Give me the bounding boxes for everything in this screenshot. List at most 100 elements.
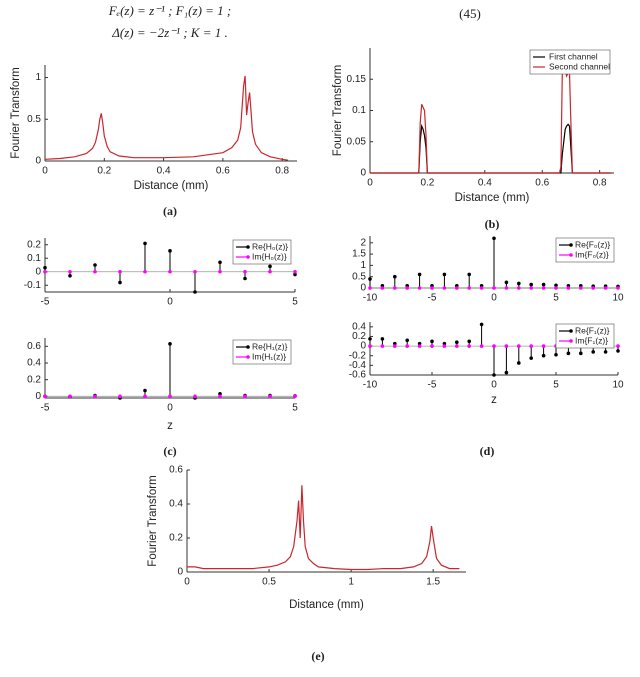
y-tick-label: 0 xyxy=(177,567,183,578)
x-axis-label: Distance (mm) xyxy=(455,192,530,204)
legend-label: First channel xyxy=(549,51,598,61)
x-axis-label: Distance (mm) xyxy=(134,180,209,192)
stem-marker xyxy=(430,286,434,290)
stem-marker xyxy=(168,342,172,346)
stem-marker xyxy=(492,286,496,290)
stem-marker xyxy=(504,286,509,290)
x-tick-label: 1.5 xyxy=(426,577,440,588)
stem-marker xyxy=(168,394,172,399)
x-tick-label: 0.2 xyxy=(420,178,434,189)
y-tick-label: 2 xyxy=(360,237,366,248)
stem-marker xyxy=(442,344,447,348)
stem-marker xyxy=(455,286,459,290)
stem-marker xyxy=(193,394,197,399)
stem-marker xyxy=(492,236,496,241)
y-axis-label: Fourier Transform xyxy=(332,65,344,156)
y-tick-label: 0 xyxy=(360,168,366,179)
y-tick-label: 1.5 xyxy=(352,249,366,260)
stem-marker xyxy=(368,277,372,281)
y-tick-label: 0.5 xyxy=(27,114,41,125)
stem-marker xyxy=(405,338,410,343)
stem-marker xyxy=(467,339,472,344)
y-tick-label: 0.4 xyxy=(27,358,41,369)
stem-marker xyxy=(541,344,546,348)
stem-marker xyxy=(554,286,558,290)
stem-marker xyxy=(566,286,571,290)
panel-label: (a) xyxy=(163,204,177,218)
stem-marker xyxy=(93,263,97,267)
y-axis-label: Fourier Transform xyxy=(147,475,159,566)
data-line xyxy=(44,75,289,161)
stem-marker xyxy=(455,340,459,345)
y-axis-label: Fourier Transform xyxy=(10,67,22,158)
stem-marker xyxy=(430,344,434,348)
stem-marker xyxy=(218,394,222,399)
x-tick-label: 5 xyxy=(553,380,559,391)
stem-marker xyxy=(504,370,509,375)
stem-marker xyxy=(579,286,583,290)
equation-number: (45) xyxy=(459,6,481,21)
legend-label: Im{H₁(z)} xyxy=(252,351,286,361)
y-tick-label: 0 xyxy=(360,283,366,294)
legend-marker xyxy=(246,355,250,359)
x-tick-label: 0.8 xyxy=(593,178,607,189)
stem-marker xyxy=(143,269,147,274)
x-tick-label: 5 xyxy=(292,297,298,308)
stem-marker xyxy=(579,351,583,356)
y-tick-label: 0 xyxy=(360,341,366,352)
stem-marker xyxy=(293,394,297,399)
y-tick-label: 1 xyxy=(35,72,41,83)
y-tick-label: 0.2 xyxy=(352,331,366,342)
x-axis-label: z xyxy=(167,420,173,432)
stem-marker xyxy=(616,286,620,290)
y-tick-label: 0.05 xyxy=(347,136,367,147)
y-tick-label: 0.1 xyxy=(27,253,41,264)
x-tick-label: 0 xyxy=(491,293,497,304)
stem-marker xyxy=(118,269,122,274)
y-tick-label: 0.4 xyxy=(169,499,183,510)
stem-marker xyxy=(243,276,247,281)
y-tick-label: 0 xyxy=(35,391,41,402)
stem-marker xyxy=(68,274,72,278)
legend-marker xyxy=(246,345,250,349)
stem-marker xyxy=(455,344,459,348)
y-tick-label: -0.6 xyxy=(349,370,367,381)
stem-marker xyxy=(492,344,496,348)
x-tick-label: -10 xyxy=(363,380,378,391)
stem-marker xyxy=(293,269,297,274)
stem-marker xyxy=(43,269,47,274)
legend-label: Re{H₀(z)} xyxy=(252,241,288,251)
stem-marker xyxy=(43,394,47,399)
legend-marker xyxy=(246,255,250,259)
stem-marker xyxy=(616,349,620,353)
stem-marker xyxy=(417,272,422,277)
x-axis-label: Distance (mm) xyxy=(289,599,364,611)
legend-marker xyxy=(569,243,573,247)
panel-label: (b) xyxy=(485,217,500,231)
stem-marker xyxy=(603,286,608,290)
panel-label: (c) xyxy=(163,444,176,458)
stem-marker xyxy=(504,344,509,348)
y-tick-label: 0.2 xyxy=(169,533,183,544)
stem-marker xyxy=(517,281,521,286)
stem-marker xyxy=(529,356,533,360)
data-line xyxy=(370,123,612,174)
legend-label: Im{F₁(z)} xyxy=(575,335,608,345)
x-tick-label: -5 xyxy=(41,297,50,308)
legend-box xyxy=(555,237,615,263)
stem-marker xyxy=(143,388,147,393)
y-tick-label: -0.4 xyxy=(349,360,367,371)
stem-marker xyxy=(218,269,222,274)
stem-marker xyxy=(243,394,247,399)
stem-marker xyxy=(554,352,558,357)
data-line xyxy=(187,485,460,571)
stem-marker xyxy=(591,350,595,354)
stem-marker xyxy=(168,249,172,253)
stem-marker xyxy=(118,394,122,399)
stem-marker xyxy=(529,286,533,290)
stem-marker xyxy=(405,286,410,290)
legend-label: Second channel xyxy=(549,61,610,71)
legend-box xyxy=(232,239,292,265)
x-tick-label: -5 xyxy=(428,380,437,391)
